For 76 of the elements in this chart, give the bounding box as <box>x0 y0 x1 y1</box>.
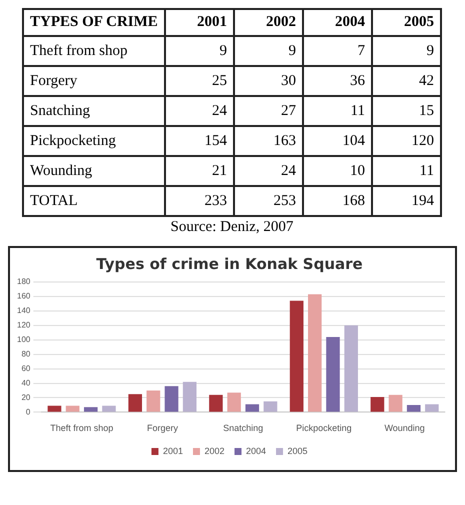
y-tick-label: 40 <box>21 378 31 388</box>
bar <box>308 294 322 412</box>
data-label: 25 <box>165 66 234 96</box>
data-label: 7 <box>303 36 372 66</box>
y-tick-label: 60 <box>21 364 31 374</box>
bar <box>425 404 439 412</box>
bar <box>388 394 402 412</box>
data-label: 194 <box>372 186 441 216</box>
bar <box>84 407 98 412</box>
data-label: 9 <box>234 36 303 66</box>
data-label: 10 <box>303 156 372 186</box>
bar <box>102 406 116 412</box>
y-tick-label: Theft from shop <box>23 36 165 66</box>
x-tick-label: 2004 <box>303 9 372 36</box>
data-label: 163 <box>234 126 303 156</box>
y-tick-label: 180 <box>16 277 31 286</box>
bar <box>146 390 160 412</box>
data-label: 15 <box>372 96 441 126</box>
legend-label: 2005 <box>288 446 308 456</box>
bar <box>406 404 421 412</box>
x-tick-label: Pickpocketing <box>296 423 352 434</box>
data-label: 24 <box>234 156 303 186</box>
x-tick-label: Theft from shop <box>50 423 114 434</box>
x-tick-label: Snatching <box>223 423 264 434</box>
data-label: 120 <box>372 126 441 156</box>
y-tick-label: 0 <box>26 407 31 416</box>
bar <box>290 300 304 412</box>
x-tick-label: Wounding <box>384 423 425 434</box>
y-tick-label: Pickpocketing <box>23 126 165 156</box>
data-label: 9 <box>165 36 234 66</box>
data-label: 253 <box>234 186 303 216</box>
x-tick-label: 2005 <box>372 9 441 36</box>
data-label: 11 <box>303 96 372 126</box>
source-note: Source: Deniz, 2007 <box>170 219 294 236</box>
bar <box>66 406 80 412</box>
bar <box>209 394 223 412</box>
bar <box>370 397 384 412</box>
bar <box>128 394 142 412</box>
y-tick-label: 140 <box>16 306 31 316</box>
x-tick-label: 2001 <box>165 9 234 36</box>
y-tick-label: 100 <box>16 335 31 344</box>
bar <box>264 401 278 412</box>
data-label: 27 <box>234 96 303 126</box>
data-label: 9 <box>372 36 441 66</box>
legend-label: 2004 <box>246 446 266 456</box>
legend-label: 2002 <box>204 446 225 456</box>
bar <box>245 404 260 412</box>
y-tick-label: TOTAL <box>23 186 165 216</box>
data-label: 168 <box>303 186 372 216</box>
bar <box>326 336 340 412</box>
y-tick-label: 160 <box>16 292 31 301</box>
data-label: 11 <box>372 156 441 186</box>
y-tick-label: 80 <box>21 350 31 359</box>
data-label: 104 <box>303 126 372 156</box>
bar <box>164 386 178 412</box>
x-tick-label: Forgery <box>146 423 178 434</box>
data-label: 24 <box>165 96 234 126</box>
data-label: 233 <box>165 186 234 216</box>
y-tick-label: 120 <box>16 320 31 330</box>
y-tick-label: 20 <box>21 392 31 402</box>
legend-label: 2001 <box>162 446 183 456</box>
bar <box>344 325 358 412</box>
bar <box>227 392 241 412</box>
y-tick-label: Forgery <box>23 66 165 96</box>
data-label: 36 <box>303 66 372 96</box>
y-axis-title: TYPES OF CRIME <box>23 9 165 36</box>
bar <box>182 382 196 412</box>
y-tick-label: Snatching <box>23 96 165 126</box>
data-label: 154 <box>165 126 234 156</box>
data-label: 30 <box>234 66 303 96</box>
data-label: 21 <box>165 156 234 186</box>
chart-title: Types of crime in Konak Square <box>96 254 363 273</box>
y-tick-label: Wounding <box>23 156 165 186</box>
bar <box>48 406 62 412</box>
data-label: 42 <box>372 66 441 96</box>
x-tick-label: 2002 <box>234 9 303 36</box>
